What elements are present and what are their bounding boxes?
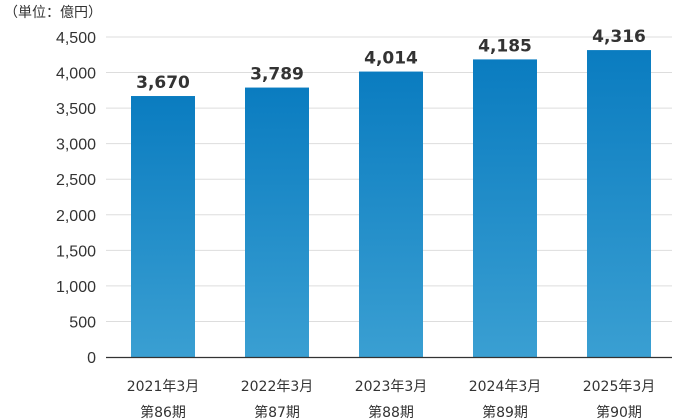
value-label: 3,789 (250, 65, 304, 85)
category-label-period: 第88期 (368, 404, 414, 420)
y-tick-label: 1,500 (56, 243, 96, 260)
bar (587, 50, 651, 358)
y-axis-ticks: 0 500 1,000 1,500 2,000 2,500 3,000 3,500 4,000 4… (56, 30, 96, 367)
y-tick-label: 4,000 (56, 66, 96, 83)
value-label: 4,185 (478, 36, 532, 56)
y-tick-label: 2,000 (56, 208, 96, 225)
bars (131, 50, 651, 358)
y-tick-label: 1,000 (56, 279, 96, 296)
category-label-date: 2024年3月 (469, 379, 542, 395)
y-tick-label: 500 (69, 314, 96, 331)
y-tick-label: 0 (87, 350, 96, 367)
bar (131, 96, 195, 358)
y-tick-label: 4,500 (56, 30, 96, 47)
category-label-period: 第89期 (482, 404, 528, 420)
category-label-date: 2022年3月 (241, 379, 314, 395)
value-label: 3,670 (136, 73, 190, 93)
category-label-period: 第86期 (140, 404, 186, 420)
category-label-period: 第90期 (596, 404, 642, 420)
y-tick-label: 3,500 (56, 101, 96, 118)
category-label-date: 2025年3月 (583, 379, 656, 395)
y-tick-label: 3,000 (56, 137, 96, 154)
bar (245, 87, 309, 357)
value-label: 4,316 (592, 27, 646, 47)
unit-label: （単位：億円） (4, 5, 102, 21)
category-label-period: 第87期 (254, 404, 300, 420)
bar (359, 71, 423, 357)
value-labels: 3,670 3,789 4,014 4,185 4,316 (136, 27, 646, 93)
y-tick-label: 2,500 (56, 172, 96, 189)
category-label-date: 2021年3月 (127, 379, 200, 395)
category-label-date: 2023年3月 (355, 379, 428, 395)
bar (473, 59, 537, 358)
value-label: 4,014 (364, 49, 418, 69)
